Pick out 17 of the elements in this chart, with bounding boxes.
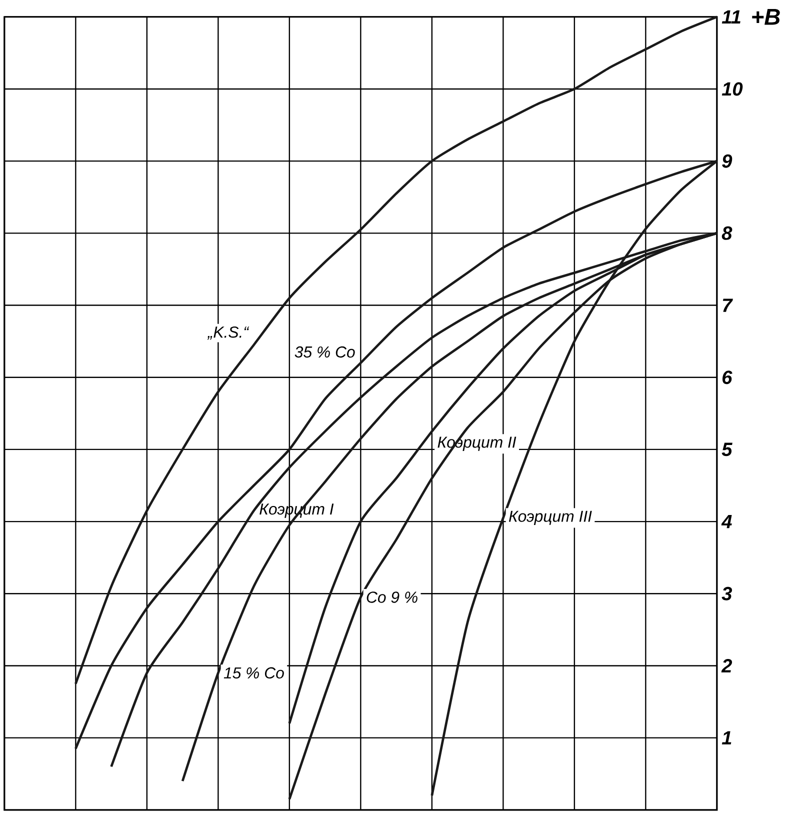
y-tick-label: 10 xyxy=(722,82,742,96)
y-tick-label: 2 xyxy=(721,659,732,672)
series-label: Co 9 % xyxy=(366,592,418,603)
y-tick-label: 8 xyxy=(722,226,732,240)
y-tick-label: 1 xyxy=(722,731,731,744)
series-label: 35 % Co xyxy=(294,346,355,358)
y-tick-label: 4 xyxy=(721,514,732,528)
y-tick-label: 11 xyxy=(722,10,740,24)
series-label: Коэрцит III xyxy=(508,510,592,526)
y-tick-label: 7 xyxy=(722,298,733,312)
y-tick-label: 3 xyxy=(722,586,732,600)
y-tick-label: 9 xyxy=(722,154,732,168)
series-label: 15 % Co xyxy=(224,667,284,679)
series-label: „K.S.“ xyxy=(207,326,249,340)
y-tick-label: 5 xyxy=(722,442,732,456)
y-axis-title: +B xyxy=(752,9,780,25)
y-tick-label: 6 xyxy=(722,370,732,384)
